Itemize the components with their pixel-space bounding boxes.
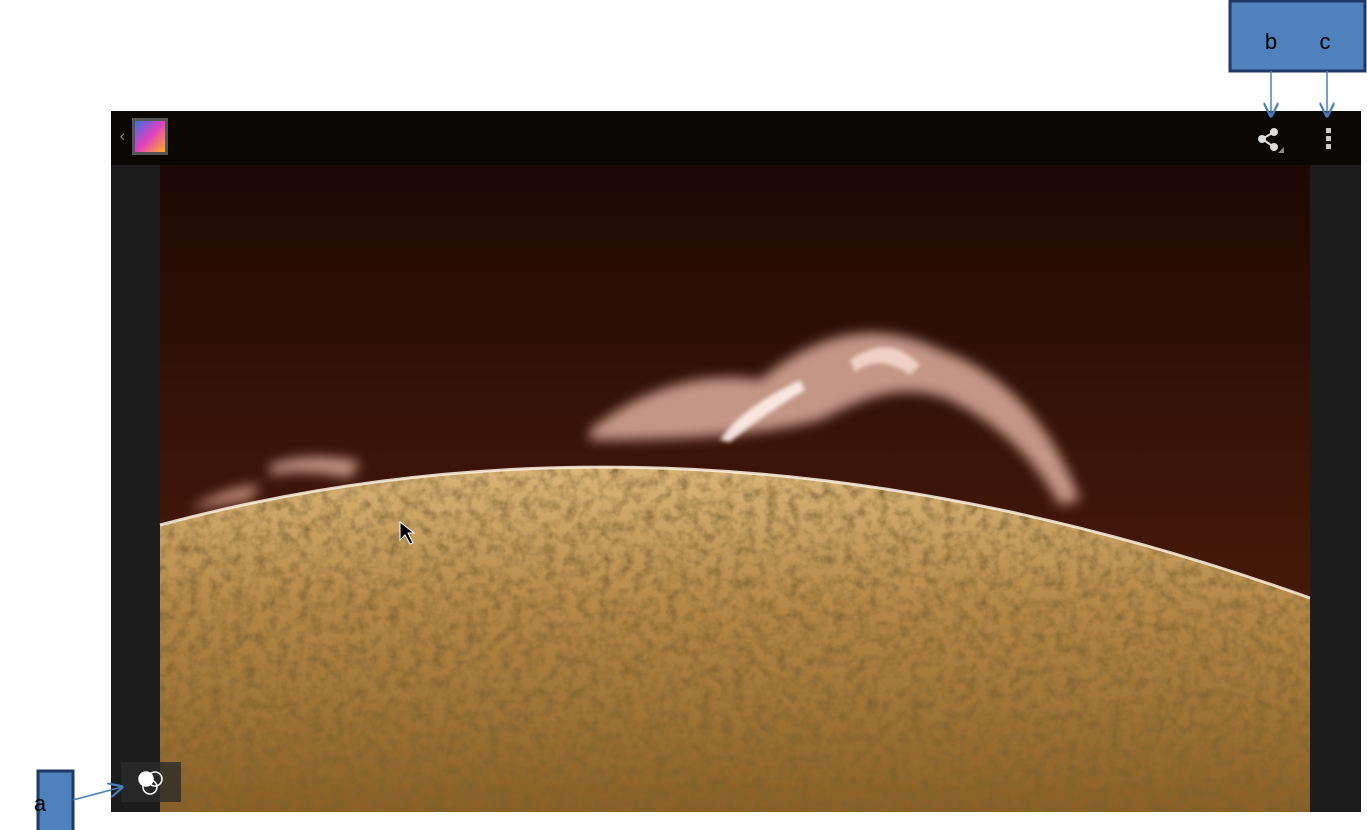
photo	[159, 165, 1311, 812]
callout-label: b	[1265, 29, 1277, 54]
share-button[interactable]	[1258, 128, 1284, 153]
callout-bc: b c	[1228, 0, 1367, 116]
callout-label: c	[1320, 29, 1331, 54]
action-bar	[111, 111, 1361, 165]
effects-button[interactable]	[121, 762, 181, 802]
callout-label: a	[34, 791, 47, 816]
back-chevron[interactable]: ‹	[119, 127, 125, 146]
app-icon-image	[135, 121, 165, 152]
callout-a: a	[34, 769, 122, 830]
overflow-menu-button[interactable]	[1326, 128, 1331, 149]
callout-arrow	[72, 787, 122, 801]
